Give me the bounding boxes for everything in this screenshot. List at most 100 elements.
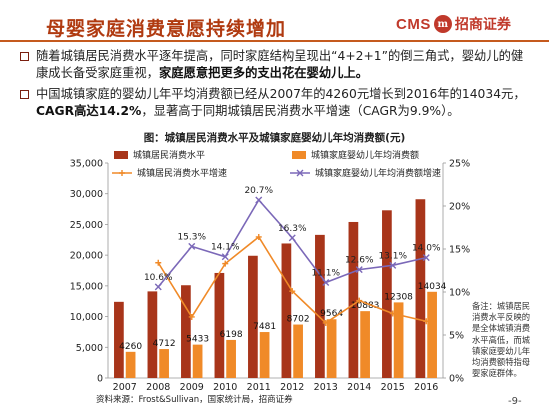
x-tick-label: 2016 [414,382,438,393]
y-left-tick-label: 10,000 [70,312,103,323]
x-tick-label: 2014 [347,382,371,393]
bar-consumption-level [315,234,325,378]
bar-consumption-level [147,291,158,378]
y-right-tick-label: 5% [449,331,464,342]
x-tick-label: 2008 [146,382,170,393]
x-tick-label: 2012 [280,382,304,393]
bullet-1: 随着城镇居民消费水平逐年提高，同时家庭结构呈现出“4+2+1”的倒三角式，婴幼儿… [20,48,535,82]
y-right-tick-label: 0% [449,374,464,385]
legend-marker-x [296,169,304,177]
bar-consumption-level [248,255,258,378]
consumption-growth-point [289,288,296,295]
source-note: 资料来源：Frost&Sullivan，国家统计局，招商证券 [96,395,293,405]
legend-swatch-infant-spending [292,151,306,159]
line-value-label: 13.1% [378,251,407,261]
consumption-growth-point [423,318,430,325]
infant-growth-point [322,279,330,287]
chart-footnote: 备注：城镇居民消费水平反映的是全体城镇消费水平高低，而城镇家庭婴幼儿年均消费额特… [472,301,531,379]
bar-value-label: 5433 [186,335,209,345]
bar-value-label: 7481 [253,322,276,332]
bar-consumption-level [214,272,225,378]
bullet-2-highlight: CAGR高达14.2% [36,104,142,118]
legend-label: 城镇家庭婴幼儿年均消费额 [311,149,419,161]
brand-logo: CMS m 招商证券 [396,14,511,34]
consumption-growth-point [356,297,363,304]
page-title: 母婴家庭消费意愿持续增加 [46,18,287,40]
y-left-tick-label: 5,000 [76,343,103,354]
bullet-box-icon [20,52,29,61]
page-number: -9- [508,396,522,407]
bar-infant-spending [326,319,337,378]
legend-marker-plus [119,170,125,176]
bar-consumption-level [281,243,292,378]
line-value-label: 20.7% [244,186,273,196]
y-left-tick-label: 30,000 [70,189,103,200]
bar-consumption-level [348,221,359,378]
line-value-label: 12.6% [345,256,374,266]
x-tick-label: 2015 [381,382,405,393]
bar-value-label: 8702 [287,315,310,325]
infant-growth-point [154,283,162,291]
bar-infant-spending [293,324,303,378]
y-left-tick-label: 20,000 [70,251,103,262]
logo-cms-text: CMS [396,15,431,33]
bullet-2-text: 中国城镇家庭的婴幼儿年平均消费额已经从2007年的4260元增长到2016年的1… [36,86,535,120]
line-value-label: 10.6% [144,273,173,283]
legend-label: 城镇家庭婴幼儿年均消费额增速 [315,167,441,179]
bar-infant-spending [226,339,236,378]
line-value-label: 14.1% [211,243,240,253]
consumption-growth-point [389,310,396,317]
bar-consumption-level [415,199,426,378]
bullet-2-post: ，显著高于同期城镇居民消费水平增速（CAGR为9.9%）。 [141,104,460,118]
bar-value-label: 4260 [119,342,142,352]
y-right-tick-label: 20% [449,202,470,213]
bar-consumption-level [114,301,124,378]
infant-growth-point [188,242,196,250]
bullet-1-pre: 随着城镇居民消费水平逐年提高，同时家庭结构呈现出“4+2+1”的倒三角式，婴幼儿… [36,49,524,80]
x-tick-label: 2010 [213,382,237,393]
x-tick-label: 2009 [180,382,204,393]
y-right-tick-label: 15% [449,245,470,256]
y-left-tick-label: 15,000 [70,281,103,292]
bar-infant-spending [427,291,437,378]
infant-growth-point [221,253,229,261]
bar-consumption-level [181,285,191,378]
consumption-growth-point [155,259,162,266]
bar-value-label: 12308 [384,292,413,302]
bar-value-label: 6198 [220,330,243,340]
y-right-tick-label: 25% [449,159,470,170]
y-right-tick-label: 10% [449,288,470,299]
consumption-growth-point [188,313,195,320]
consumption-growth-point [255,233,262,240]
bar-infant-spending [125,351,136,378]
chart-title: 图：城镇居民消费水平及城镇家庭婴幼儿年均消费额(元) [143,132,406,144]
bullet-2-pre: 中国城镇家庭的婴幼儿年平均消费额已经从2007年的4260元增长到2016年的1… [36,87,526,101]
line-value-label: 15.3% [177,232,206,242]
infant-growth-point [288,234,296,242]
bar-value-label: 9564 [320,309,343,319]
bullet-1-text: 随着城镇居民消费水平逐年提高，同时家庭结构呈现出“4+2+1”的倒三角式，婴幼儿… [36,48,535,82]
infant-growth-point [355,266,363,274]
bullet-2: 中国城镇家庭的婴幼儿年平均消费额已经从2007年的4260元增长到2016年的1… [20,86,535,120]
bar-infant-spending [259,332,270,378]
bar-infant-spending [159,349,169,378]
bar-infant-spending [393,302,404,378]
bullet-box-icon [20,90,29,99]
x-tick-label: 2011 [247,382,271,393]
bar-value-label: 14034 [418,282,447,292]
legend-label: 城镇居民消费水平增速 [137,167,227,179]
line-value-label: 16.3% [278,224,307,234]
legend-swatch-consumption-level [114,151,128,159]
consumption-growth-point [322,319,329,326]
logo-company-name: 招商证券 [454,17,511,33]
infant-growth-point [422,254,430,262]
y-left-tick-label: 0 [97,374,103,385]
consumption-growth-point [222,260,229,267]
legend-label: 城镇居民消费水平 [133,149,205,161]
infant-growth-point [255,196,263,204]
line-value-label: 11.1% [311,269,340,279]
bar-consumption-level [382,210,392,378]
line-value-label: 14.0% [412,244,441,254]
bar-infant-spending [360,311,370,378]
